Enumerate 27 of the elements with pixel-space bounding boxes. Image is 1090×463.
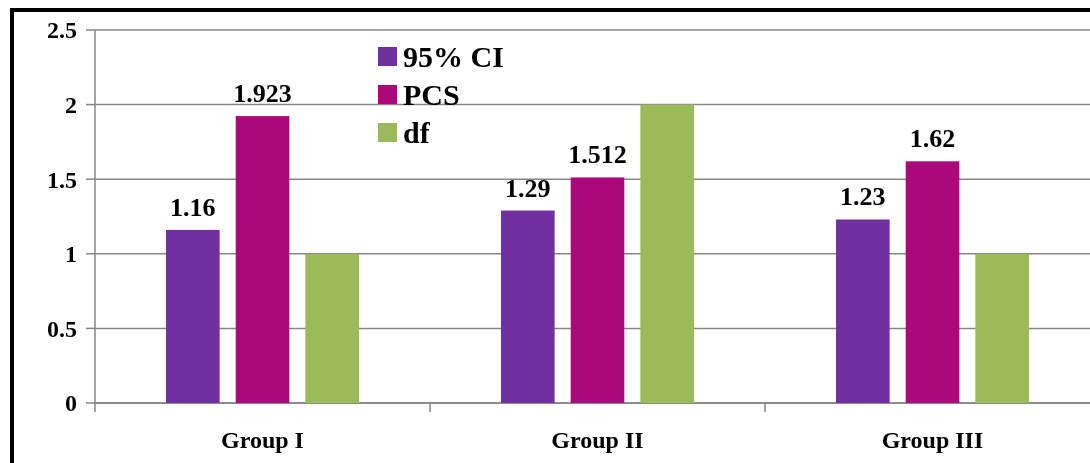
y-tick-label: 2 bbox=[65, 92, 77, 118]
bar bbox=[166, 229, 220, 403]
y-tick-label: 2.5 bbox=[47, 17, 77, 44]
y-tick-label: 0.5 bbox=[47, 315, 77, 342]
x-tick-label: Group II bbox=[551, 427, 644, 453]
bar bbox=[305, 253, 359, 403]
bar bbox=[975, 253, 1029, 403]
y-tick-label: 0 bbox=[65, 390, 77, 417]
legend-label: 95% CI bbox=[403, 39, 504, 73]
bar bbox=[905, 161, 960, 403]
x-tick-label: Group III bbox=[881, 427, 984, 453]
data-label: 1.16 bbox=[170, 192, 216, 222]
x-tick-label: Group I bbox=[221, 427, 304, 453]
legend-label: df bbox=[403, 115, 431, 149]
bar bbox=[836, 219, 890, 403]
data-label: 1.512 bbox=[568, 140, 627, 170]
bar bbox=[501, 210, 555, 403]
y-tick-label: 1.5 bbox=[47, 166, 77, 193]
bar bbox=[640, 104, 694, 403]
data-label: 1.62 bbox=[909, 124, 956, 154]
bar bbox=[570, 177, 625, 403]
legend-label: PCS bbox=[403, 77, 460, 111]
bar bbox=[235, 116, 290, 403]
data-label: 1.29 bbox=[505, 173, 551, 203]
data-label: 1.923 bbox=[233, 79, 292, 109]
y-tick-label: 1 bbox=[65, 241, 77, 268]
data-label: 1.23 bbox=[840, 182, 886, 212]
